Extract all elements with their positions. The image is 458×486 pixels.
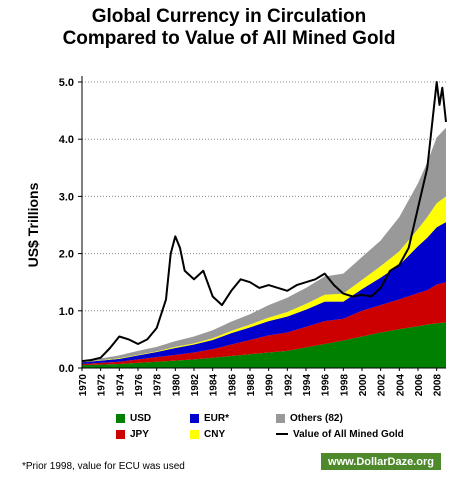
x-tick-label: 1984 [209, 374, 220, 397]
legend-label-others: Others (82) [290, 412, 343, 424]
footnote: *Prior 1998, value for ECU was used [22, 461, 185, 472]
legend-item-jpy: JPY [116, 428, 149, 440]
legend-item-cny: CNY [190, 428, 225, 440]
brand-badge[interactable]: www.DollarDaze.org [321, 453, 441, 470]
y-tick-label: 0.0 [59, 363, 74, 375]
chart-plot: 0.0 1.0 2.0 3.0 4.0 5.0 1970 1972 1974 1976 1978 19… [25, 76, 447, 397]
area-series-jpy [82, 282, 446, 366]
x-tick-label: 1978 [153, 374, 164, 397]
legend-swatch-cny [190, 429, 199, 439]
x-tick-label: 2002 [377, 374, 388, 397]
legend-line-gold [276, 433, 288, 435]
x-tick-label: 1982 [190, 374, 201, 397]
x-tick-label: 1998 [339, 374, 350, 397]
x-tick-label: 1994 [302, 374, 313, 397]
legend-swatch-usd [116, 413, 125, 423]
legend-swatch-jpy [116, 429, 125, 439]
chart-legend: USD EUR* Others (82) JPY CNY Value of Al… [116, 412, 446, 448]
x-tick-label: 1986 [227, 374, 238, 397]
legend-label-usd: USD [130, 412, 152, 424]
legend-label-gold: Value of All Mined Gold [293, 428, 404, 440]
area-series-usd [82, 322, 446, 368]
x-tick-label: 2004 [395, 374, 406, 397]
y-tick-label: 5.0 [59, 77, 74, 89]
legend-item-eur: EUR* [190, 412, 229, 424]
y-tick-label: 3.0 [59, 191, 74, 203]
x-tick-label: 1972 [97, 374, 108, 397]
y-tick-label: 2.0 [59, 249, 74, 261]
x-tick-label: 2000 [358, 374, 369, 397]
line-series-gold [81, 81, 447, 363]
legend-swatch-eur [190, 413, 199, 423]
area-series-cny [82, 196, 446, 363]
x-tick-label: 1976 [134, 374, 145, 397]
chart-title: Global Currency in Circulation Compared … [0, 6, 458, 50]
chart-title-line1: Global Currency in Circulation [91, 6, 367, 27]
area-series-eur [82, 222, 446, 364]
legend-label-eur: EUR* [204, 412, 230, 424]
x-tick-label: 2008 [433, 374, 444, 397]
x-tick-label: 1988 [246, 374, 257, 397]
x-tick-label: 1992 [283, 374, 294, 397]
chart-title-line2: Compared to Value of All Mined Gold [62, 28, 396, 49]
legend-item-others: Others (82) [276, 412, 343, 424]
x-tick-label: 1974 [115, 374, 126, 397]
y-tick-label: 4.0 [59, 134, 74, 146]
x-tick-label: 1970 [78, 374, 89, 397]
y-tick-label: 1.0 [59, 306, 74, 318]
legend-label-jpy: JPY [130, 428, 149, 440]
y-axis-label: US$ Trillions [25, 182, 41, 267]
x-tick-label: 2006 [414, 374, 425, 397]
x-tick-label: 1980 [171, 374, 182, 397]
legend-item-usd: USD [116, 412, 151, 424]
x-tick-label: 1990 [265, 374, 276, 397]
legend-label-cny: CNY [204, 428, 226, 440]
area-series-others-82 [82, 127, 446, 362]
legend-item-gold: Value of All Mined Gold [276, 428, 404, 440]
legend-swatch-others [276, 413, 285, 423]
x-tick-label: 1996 [321, 374, 332, 397]
